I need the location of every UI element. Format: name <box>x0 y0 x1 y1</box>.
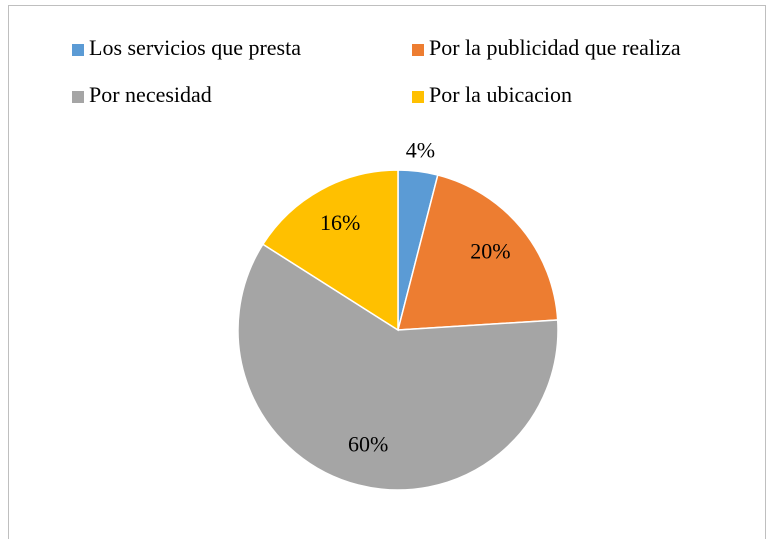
pie-slice <box>261 169 399 332</box>
legend-label: Los servicios que presta <box>89 35 301 60</box>
legend-swatch <box>412 44 424 56</box>
legend-swatch <box>72 44 84 56</box>
pie-slice <box>237 243 559 491</box>
legend-label: Por la publicidad que realiza <box>429 35 681 60</box>
legend-swatch <box>72 91 84 103</box>
legend-label: Por la ubicacion <box>429 82 572 107</box>
data-label: 60% <box>348 431 388 456</box>
legend-swatch <box>412 91 424 103</box>
data-label: 20% <box>470 239 510 264</box>
data-label: 4% <box>406 137 435 162</box>
legend-label: Por necesidad <box>89 82 212 107</box>
data-label: 16% <box>320 210 360 235</box>
pie-slice <box>397 174 559 331</box>
